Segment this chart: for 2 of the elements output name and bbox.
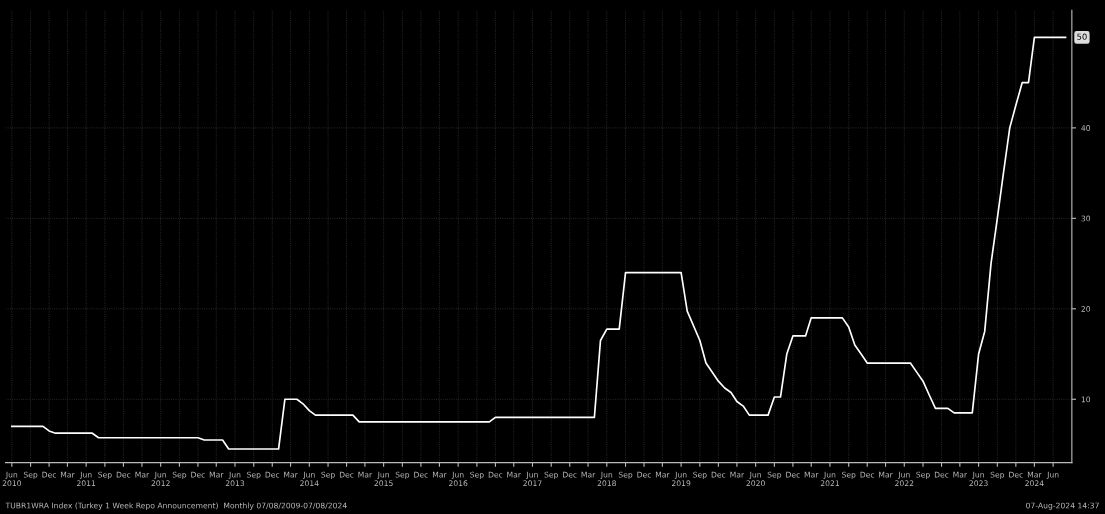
- annotation: 50: [1077, 33, 1087, 40]
- line-series: [11, 36, 1067, 450]
